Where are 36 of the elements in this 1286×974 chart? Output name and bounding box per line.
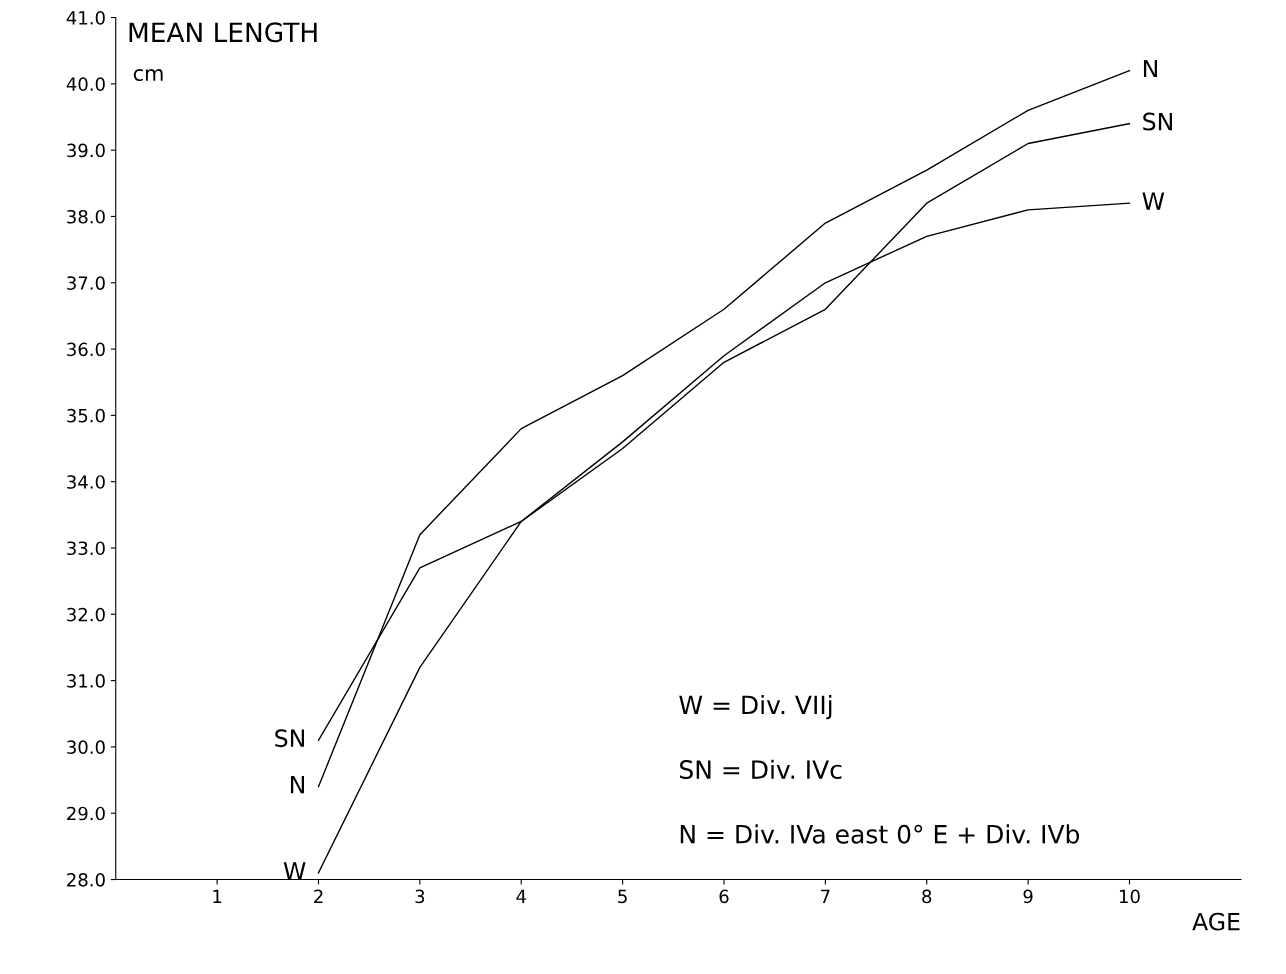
x-tick-label: 9 (1023, 889, 1033, 904)
x-tick-label: 5 (618, 889, 627, 904)
y-tick-label: 28.0 (67, 872, 105, 887)
text: N (290, 775, 304, 794)
y-tick-label: 38.0 (67, 209, 105, 224)
x-tick-label: 1 (213, 889, 222, 903)
y-tick-label: 35.0 (67, 408, 105, 423)
annotation: SN = Div. IVc (680, 759, 842, 780)
x-tick-label: 7 (821, 889, 830, 903)
x-tick-label: 10 (1119, 889, 1140, 904)
series-label: SN (1143, 112, 1172, 131)
y-tick-label: 36.0 (67, 342, 105, 357)
y-tick-label: 37.0 (67, 276, 105, 290)
x-tick-label: 4 (516, 889, 526, 903)
annotation: W = Div. VIIj (679, 695, 832, 720)
y-tick-label: 29.0 (67, 806, 105, 821)
x-axis-title: AGE (1192, 912, 1240, 931)
series-label: N (1143, 59, 1157, 78)
y-tick-label: 30.0 (67, 740, 105, 755)
y-tick-label: 31.0 (67, 674, 105, 688)
y-tick-label: 41.0 (66, 10, 105, 25)
chart-title: MEAN LENGTH (129, 22, 317, 43)
text: SN (275, 729, 304, 748)
y-tick-label: 33.0 (67, 541, 105, 556)
x-tick-label: 6 (719, 889, 729, 904)
y-tick-label: 40.0 (66, 77, 105, 91)
y-axis-title: cm (133, 69, 163, 82)
y-tick-label: 32.0 (67, 607, 105, 622)
x-tick-label: 3 (415, 889, 425, 904)
text: W (1142, 192, 1165, 210)
y-tick-label: 34.0 (67, 475, 105, 489)
x-tick-label: 2 (314, 889, 323, 903)
series-label: W (283, 862, 306, 880)
annotation: N = Div. IVa east 0° E + Div. IVb (680, 824, 1080, 844)
y-tick-label: 39.0 (67, 143, 105, 158)
x-tick-label: 8 (922, 889, 932, 904)
